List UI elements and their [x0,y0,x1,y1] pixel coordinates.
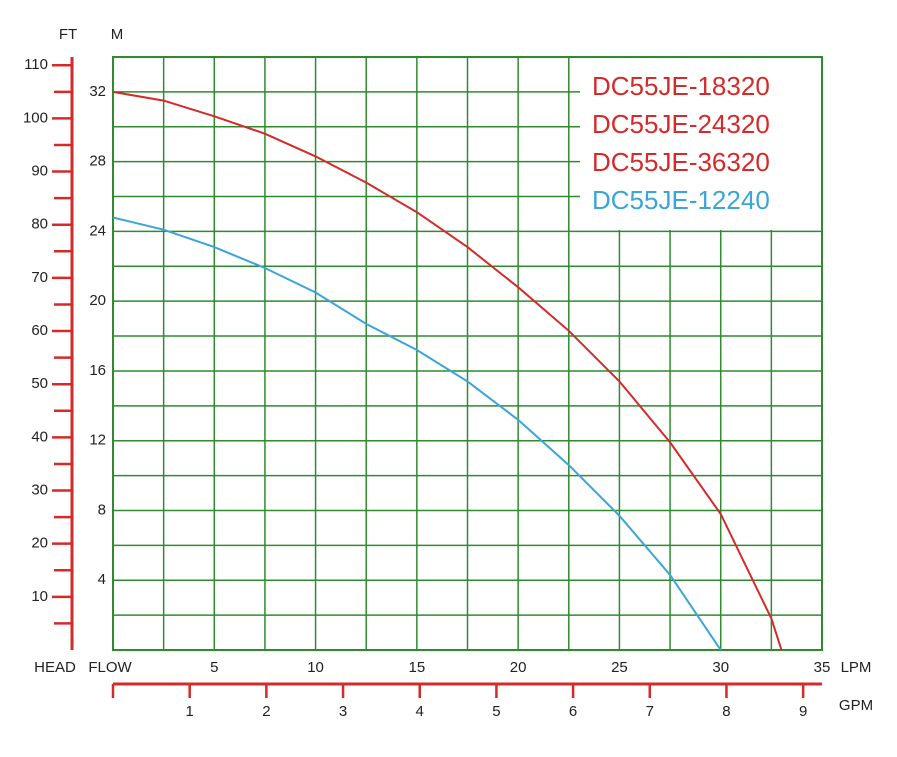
y-tick-label: 28 [89,153,106,170]
y-tick-label: 32 [89,83,106,100]
gpm-tick-label: 8 [722,703,730,720]
x-tick-label: 30 [712,659,729,676]
flow-label: FLOW [88,659,132,676]
gpm-tick-label: 5 [492,703,500,720]
x-tick-label: 15 [409,659,426,676]
ft-label: FT [59,26,77,43]
ft-tick-label: 110 [24,56,48,73]
gpm-tick-label: 2 [262,703,270,720]
lpm-label: LPM [841,659,872,676]
head-label: HEAD [34,659,76,676]
y-tick-label: 4 [98,571,106,588]
legend-box [580,58,821,230]
x-tick-label: 35 [814,659,831,676]
gpm-tick-label: 3 [339,703,347,720]
x-tick-label: 25 [611,659,628,676]
x-tick-label: 20 [510,659,527,676]
ft-tick-label: 40 [31,428,48,445]
y-tick-label: 20 [89,292,106,309]
gpm-tick-label: 6 [569,703,577,720]
gpm-tick-label: 7 [646,703,654,720]
gpm-tick-label: 1 [186,703,194,720]
ft-tick-label: 70 [31,269,48,286]
ft-tick-label: 60 [31,322,48,339]
gpm-tick-label: 4 [416,703,424,720]
legend-entry: DC55JE-24320 [592,109,770,139]
x-tick-label: 5 [210,659,218,676]
ft-tick-label: 50 [31,375,48,392]
x-tick-label: 10 [307,659,324,676]
plot-frame [112,56,823,651]
y-tick-label: 16 [89,362,106,379]
curve [112,216,722,651]
legend-entry: DC55JE-36320 [592,147,770,177]
m-label: M [111,26,124,43]
y-tick-label: 24 [89,222,106,239]
y-tick-label: 8 [98,501,106,518]
y-tick-label: 12 [89,432,106,449]
ft-tick-label: 10 [31,588,48,605]
ft-tick-label: 20 [31,535,48,552]
legend-entry: DC55JE-12240 [592,185,770,215]
gpm-label: GPM [839,697,873,714]
ft-tick-label: 90 [31,163,48,180]
ft-tick-label: 100 [23,109,48,126]
ft-tick-label: 80 [31,216,48,233]
gpm-tick-label: 9 [799,703,807,720]
ft-tick-label: 30 [31,481,48,498]
legend-entry: DC55JE-18320 [592,71,770,101]
curve [112,90,783,651]
